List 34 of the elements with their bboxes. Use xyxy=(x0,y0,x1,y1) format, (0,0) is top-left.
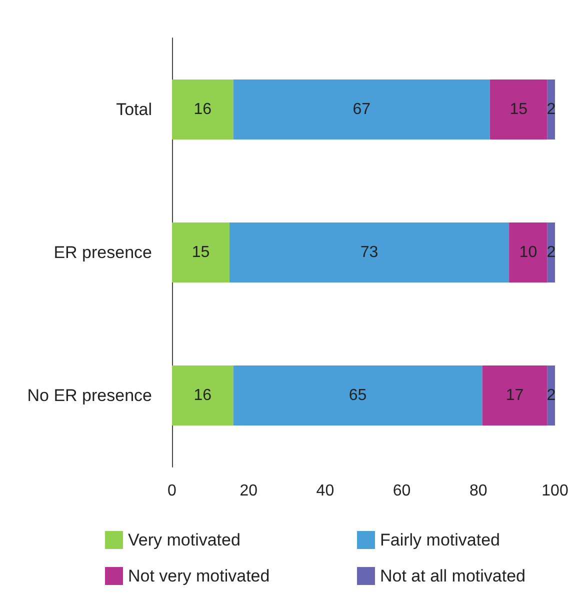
bar xyxy=(509,222,548,282)
bar xyxy=(490,80,548,140)
legend-label: Not very motivated xyxy=(128,566,270,586)
legend-label: Very motivated xyxy=(128,530,240,550)
y-tick-label: No ER presence xyxy=(27,386,152,405)
x-tick-label: 20 xyxy=(240,482,258,500)
data-label: 2 xyxy=(546,387,556,404)
bar xyxy=(172,222,230,282)
legend-label: Fairly motivated xyxy=(380,530,500,550)
data-label: 15 xyxy=(510,101,528,118)
bar xyxy=(482,366,548,426)
legend-label: Not at all motivated xyxy=(380,566,526,586)
data-label: 15 xyxy=(192,244,210,261)
bar xyxy=(229,222,510,282)
data-label: 73 xyxy=(360,244,378,261)
data-label: 10 xyxy=(519,244,538,261)
data-label: 2 xyxy=(546,101,556,118)
bar xyxy=(233,366,482,426)
data-label: 16 xyxy=(194,101,212,118)
bar xyxy=(172,366,234,426)
data-label: 2 xyxy=(546,244,556,261)
data-label: 67 xyxy=(352,101,371,118)
x-tick-label: 0 xyxy=(168,482,177,500)
data-label: 16 xyxy=(194,387,212,404)
x-tick-label: 100 xyxy=(542,482,568,500)
bar xyxy=(172,80,234,140)
data-label: 17 xyxy=(506,387,524,404)
y-tick-label: ER presence xyxy=(54,243,152,262)
bar xyxy=(233,80,490,140)
data-label: 65 xyxy=(348,387,367,404)
x-tick-label: 60 xyxy=(392,482,411,500)
x-tick-label: 80 xyxy=(470,482,488,500)
y-tick-label: Total xyxy=(116,100,152,119)
x-tick-label: 40 xyxy=(316,482,334,500)
